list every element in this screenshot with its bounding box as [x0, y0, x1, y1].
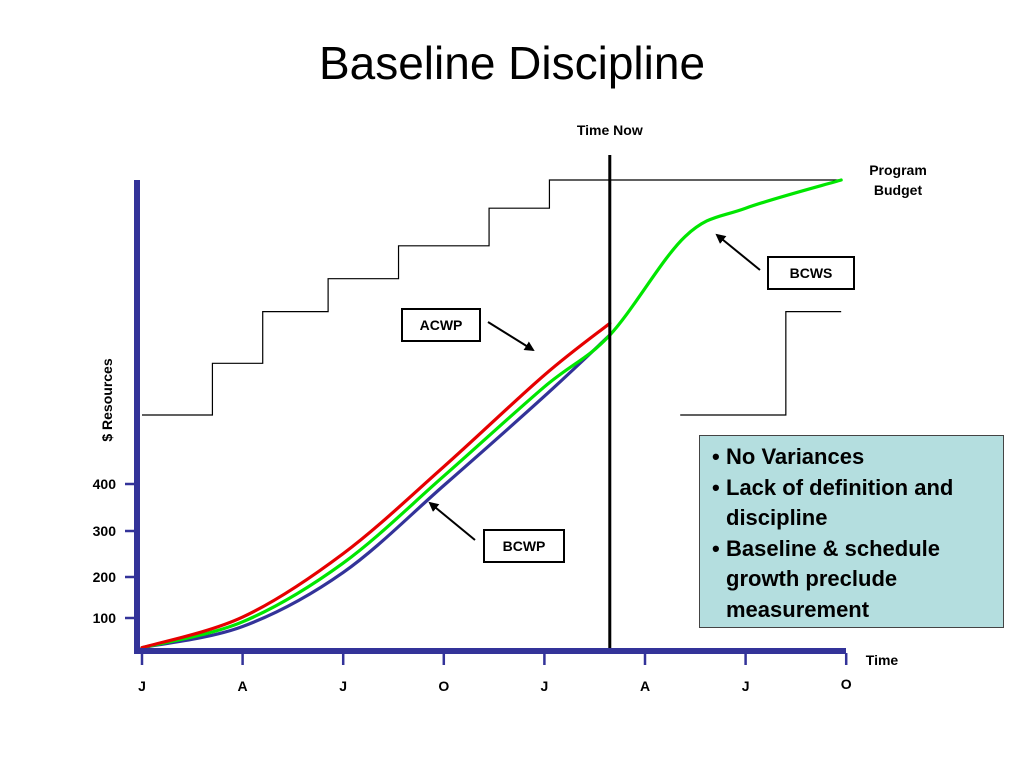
- budget-steps-layer: [142, 179, 842, 416]
- x-tick-label-7: O: [841, 676, 852, 692]
- program-budget-label: Program Budget: [869, 162, 927, 198]
- x-tick-label-1: A: [238, 678, 248, 694]
- x-tick-label-2: J: [339, 678, 347, 694]
- y-tick-label-100: 100: [93, 610, 117, 626]
- notes-box: No VariancesLack of definition and disci…: [699, 435, 1004, 628]
- slide-title: Baseline Discipline: [318, 37, 706, 89]
- labels-layer: Time Now J A J O J A J O 100 200 300 400 Time $ Resour…: [93, 122, 927, 694]
- note-item: Lack of definition and discipline: [710, 473, 995, 534]
- series-program-budget-step-line: [142, 179, 842, 416]
- note-item: Baseline & schedule growth preclude meas…: [710, 534, 995, 626]
- bcws-label-box: [767, 256, 855, 290]
- notes-list: No VariancesLack of definition and disci…: [710, 442, 995, 625]
- y-tick-label-200: 200: [93, 569, 117, 585]
- x-tick-label-6: J: [742, 678, 750, 694]
- time-now-label: Time Now: [577, 122, 643, 138]
- x-tick-label-3: O: [438, 678, 449, 694]
- x-tick-label-4: J: [541, 678, 549, 694]
- bcwp-label-box: [483, 529, 565, 563]
- series-budget-later-step-line: [680, 311, 842, 416]
- y-tick-label-300: 300: [93, 523, 117, 539]
- acwp-arrow: [487, 321, 535, 352]
- y-axis-title: $ Resources: [99, 358, 115, 441]
- bcwp-arrow: [428, 501, 476, 541]
- x-axis-title: Time: [866, 652, 899, 668]
- acwp-label: ACWP: [420, 317, 463, 333]
- x-tick-label-0: J: [138, 678, 146, 694]
- bcwp-label: BCWP: [503, 538, 546, 554]
- x-tick-label-5: A: [640, 678, 650, 694]
- series-acwp-line: [140, 321, 612, 650]
- bcws-label: BCWS: [790, 265, 833, 281]
- note-item: No Variances: [710, 442, 995, 473]
- series-bcwp-line: [140, 333, 612, 650]
- series-bcws-line: [140, 178, 843, 650]
- bcws-arrow: [715, 233, 761, 271]
- axes-layer: [125, 155, 848, 665]
- acwp-label-box: [401, 308, 481, 342]
- curves-layer: [140, 178, 843, 650]
- y-tick-label-400: 400: [93, 476, 117, 492]
